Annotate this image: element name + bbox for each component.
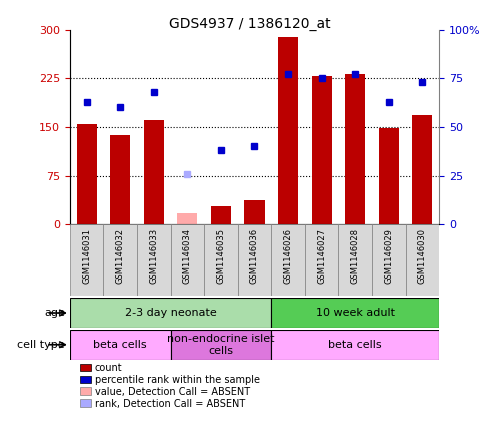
Text: GSM1146027: GSM1146027	[317, 228, 326, 284]
Text: GSM1146029: GSM1146029	[384, 228, 393, 284]
Bar	[271, 298, 439, 328]
Text: beta cells: beta cells	[328, 340, 382, 350]
Text: percentile rank within the sample: percentile rank within the sample	[95, 375, 260, 385]
Bar	[110, 135, 130, 224]
Bar	[137, 224, 171, 296]
Bar	[70, 330, 171, 360]
Bar	[204, 224, 238, 296]
Text: GSM1146034: GSM1146034	[183, 228, 192, 284]
Bar	[171, 330, 271, 360]
Text: GSM1146032: GSM1146032	[116, 228, 125, 284]
Bar	[372, 224, 406, 296]
Bar	[406, 224, 439, 296]
Text: GDS4937 / 1386120_at: GDS4937 / 1386120_at	[169, 17, 330, 31]
Text: cell type: cell type	[17, 340, 65, 350]
Text: GSM1146031: GSM1146031	[82, 228, 91, 284]
Bar	[305, 224, 338, 296]
Bar	[338, 224, 372, 296]
Bar	[412, 115, 433, 224]
Text: GSM1146030: GSM1146030	[418, 228, 427, 284]
Text: GSM1146035: GSM1146035	[217, 228, 226, 284]
Text: 2-3 day neonate: 2-3 day neonate	[125, 308, 217, 318]
Text: GSM1146028: GSM1146028	[351, 228, 360, 284]
Text: GSM1146026: GSM1146026	[283, 228, 292, 284]
Text: GSM1146033: GSM1146033	[149, 228, 158, 284]
Text: non-endocrine islet
cells: non-endocrine islet cells	[167, 334, 274, 356]
Text: rank, Detection Call = ABSENT: rank, Detection Call = ABSENT	[95, 399, 245, 409]
Bar	[271, 330, 439, 360]
Bar	[171, 224, 204, 296]
Bar	[238, 224, 271, 296]
Text: value, Detection Call = ABSENT: value, Detection Call = ABSENT	[95, 387, 250, 397]
Bar	[271, 224, 305, 296]
Bar	[379, 128, 399, 224]
Bar	[311, 76, 332, 224]
Text: beta cells: beta cells	[93, 340, 147, 350]
Bar	[76, 124, 97, 224]
Bar	[177, 212, 198, 224]
Bar	[70, 224, 103, 296]
Text: 10 week adult: 10 week adult	[316, 308, 395, 318]
Bar	[144, 121, 164, 224]
Bar	[278, 37, 298, 224]
Bar	[345, 74, 365, 224]
Bar	[211, 206, 231, 224]
Text: count: count	[95, 363, 122, 374]
Text: age: age	[44, 308, 65, 318]
Bar	[103, 224, 137, 296]
Text: GSM1146036: GSM1146036	[250, 228, 259, 284]
Bar	[245, 200, 264, 224]
Bar	[70, 298, 271, 328]
